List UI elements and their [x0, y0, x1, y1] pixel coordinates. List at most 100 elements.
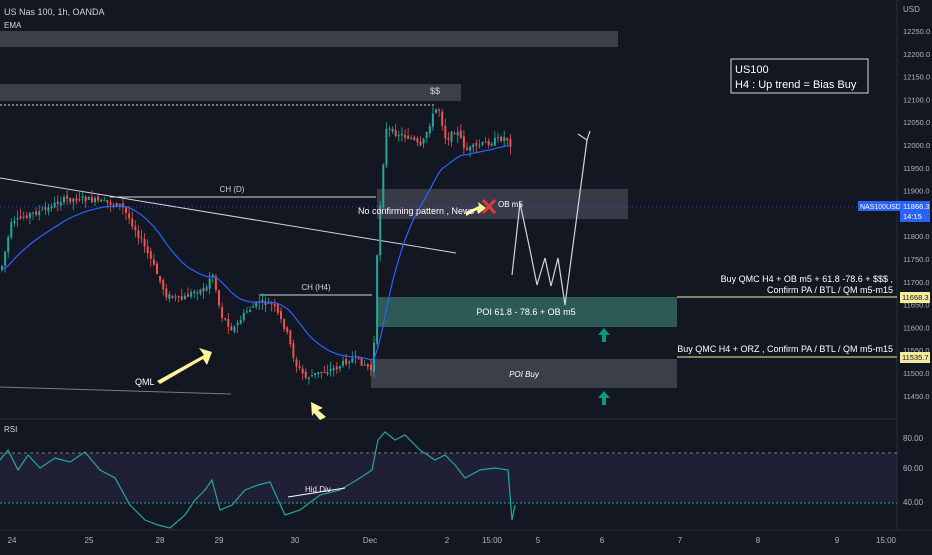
symbol-title[interactable]: US Nas 100, 1h, OANDA — [4, 7, 105, 17]
poi-zone[interactable] — [377, 297, 677, 327]
candle-body — [444, 125, 447, 139]
info-box[interactable]: US100 H4 : Up trend = Bias Buy — [730, 58, 869, 94]
candle-body — [162, 280, 165, 290]
level2-tag: 11535.7 — [900, 352, 930, 363]
candle-body — [115, 203, 118, 207]
candle-body — [90, 196, 93, 203]
candles-group — [1, 106, 512, 385]
rsi-tick-80: 80.00 — [903, 434, 924, 443]
candle-body — [239, 320, 242, 324]
candle-body — [221, 306, 224, 318]
projection-path[interactable] — [511, 139, 588, 306]
rsi-label[interactable]: RSI — [4, 425, 17, 434]
candle-body — [298, 366, 301, 369]
candle-body — [276, 304, 279, 313]
candle-body — [63, 196, 65, 203]
candle-body — [28, 213, 31, 218]
candle-body — [152, 259, 155, 265]
rsi-line[interactable] — [0, 431, 516, 529]
price-tick: 11500.0 — [903, 369, 930, 378]
candle-body — [332, 368, 335, 371]
time-label: 2 — [445, 536, 450, 545]
price-tick: 11600.0 — [903, 323, 930, 332]
candle-body — [261, 299, 264, 302]
candle-body — [357, 357, 360, 359]
candle-body — [335, 366, 338, 370]
ob-m5-zone[interactable] — [377, 189, 628, 219]
candle-body — [456, 132, 459, 136]
candle-body — [137, 230, 140, 238]
candle-body — [397, 135, 400, 137]
candle-body — [472, 144, 475, 148]
candle-body — [255, 301, 258, 307]
level1-label: 11668.3 — [902, 293, 929, 302]
poi-main-label: POI 61.8 - 78.6 + OB m5 — [476, 307, 575, 317]
qml-arrow — [157, 348, 212, 384]
candle-body — [183, 295, 186, 300]
candle-body — [171, 295, 174, 298]
candle-body — [428, 126, 431, 134]
candle-body — [66, 195, 69, 199]
candle-body — [314, 373, 317, 375]
candle-body — [75, 198, 78, 201]
candle-body — [438, 109, 441, 111]
info-box-line1: US100 — [735, 64, 769, 76]
trendline-lower[interactable] — [0, 386, 232, 395]
candle-body — [490, 143, 493, 146]
pointer-arrow — [311, 402, 326, 420]
candle-body — [236, 322, 239, 326]
candle-body — [156, 263, 158, 275]
candle-body — [177, 296, 180, 298]
ema-indicator-label[interactable]: EMA — [4, 21, 22, 30]
candle-body — [106, 199, 109, 203]
candle-body — [1, 265, 3, 270]
candle-body — [326, 372, 329, 375]
candle-body — [78, 199, 81, 201]
time-label: 29 — [215, 536, 224, 545]
candle-body — [149, 251, 152, 259]
candle-body — [413, 137, 416, 140]
time-axis[interactable]: 24 25 28 29 30 Dec 2 15:00 5 6 7 8 9 15:00 — [8, 536, 897, 545]
candle-body — [475, 143, 478, 146]
liquidity-zone[interactable] — [0, 84, 461, 101]
ss-label: $$ — [430, 86, 440, 96]
news-arrow — [466, 202, 486, 216]
candle-body — [7, 237, 10, 252]
resistance-zone-top[interactable] — [0, 31, 618, 47]
candle-body — [252, 306, 255, 308]
candle-body — [348, 361, 351, 364]
candle-body — [435, 109, 437, 113]
price-tick: 11750.0 — [903, 255, 930, 264]
candle-body — [87, 196, 90, 200]
candle-body — [140, 237, 143, 239]
candle-body — [376, 255, 379, 344]
candle-body — [500, 136, 503, 141]
candle-body — [270, 303, 273, 305]
candle-body — [118, 203, 121, 206]
candle-body — [4, 251, 7, 266]
candle-body — [329, 368, 332, 372]
candle-body — [391, 128, 394, 132]
time-label: 15:00 — [876, 536, 897, 545]
candle-body — [466, 147, 468, 150]
current-price-label: 11866.3 — [903, 202, 930, 211]
projection-arrowhead — [577, 130, 591, 141]
currency-label: USD — [903, 5, 920, 14]
hid-div-label: Hid Div — [305, 485, 331, 494]
note2-text: Buy QMC H4 + ORZ , Confirm PA / BTL / QM… — [677, 344, 893, 354]
candle-body — [72, 198, 75, 203]
time-label: 28 — [156, 536, 165, 545]
price-tick: 11900.0 — [903, 187, 930, 196]
candle-body — [280, 311, 282, 319]
rsi-band — [0, 453, 897, 503]
ema-line[interactable] — [1, 145, 511, 361]
candle-body — [100, 199, 103, 202]
candle-body — [94, 198, 96, 203]
candle-body — [342, 360, 344, 366]
candle-body — [503, 137, 506, 142]
candle-body — [84, 196, 87, 202]
poi-buy-zone[interactable] — [371, 359, 677, 388]
candle-body — [13, 220, 16, 223]
